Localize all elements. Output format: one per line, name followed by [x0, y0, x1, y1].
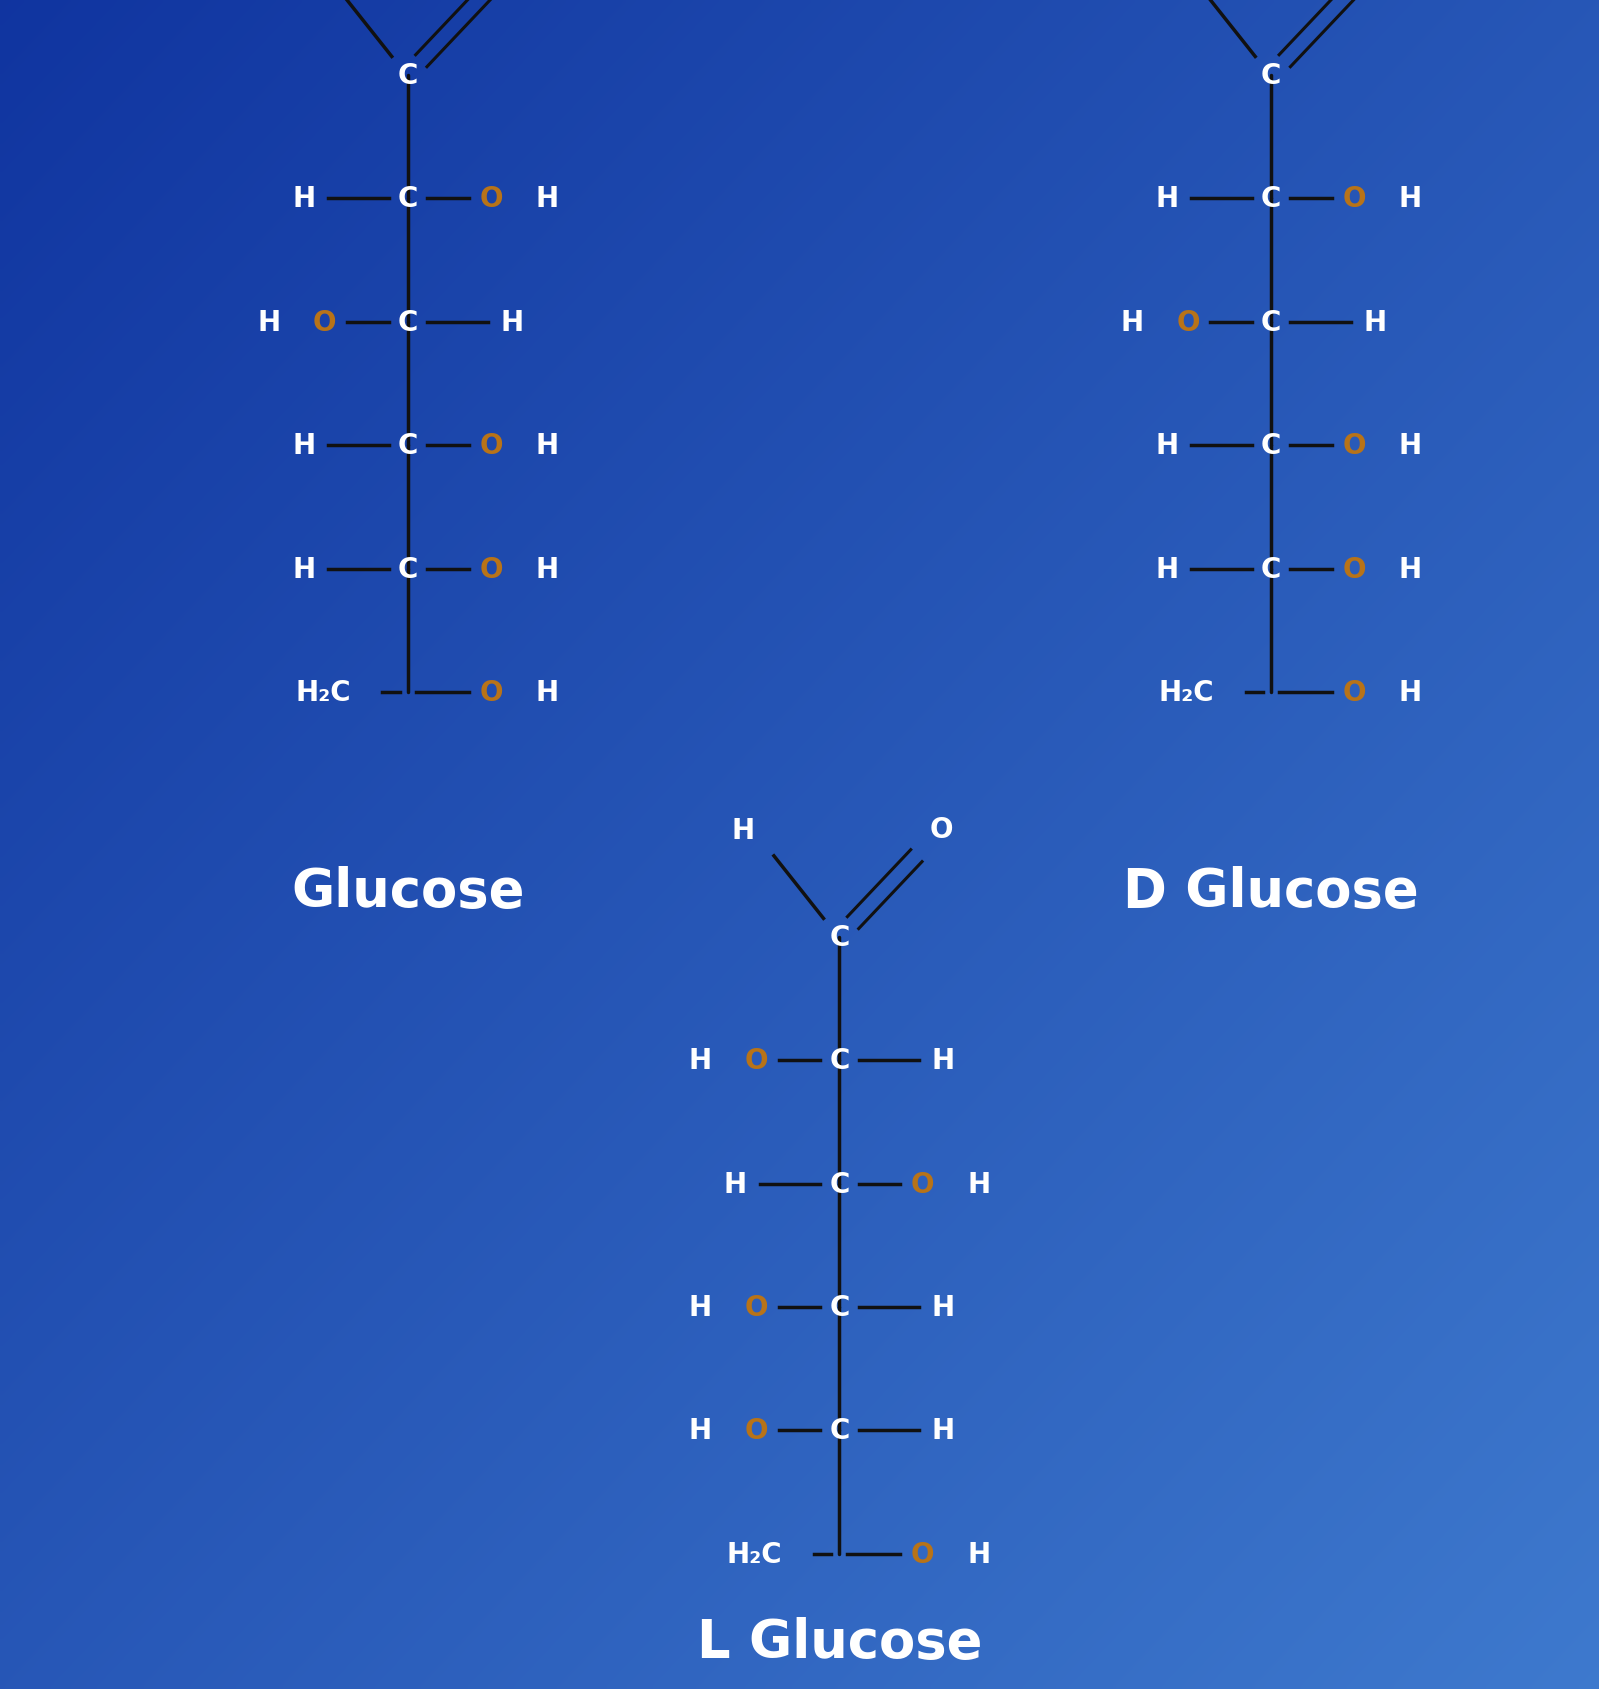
Text: C: C [1262, 62, 1281, 90]
Text: O: O [911, 1170, 934, 1198]
Text: C: C [830, 1047, 849, 1074]
Text: H: H [689, 1294, 712, 1321]
Text: H: H [732, 817, 755, 844]
Text: H: H [932, 1417, 955, 1444]
Text: H: H [536, 186, 558, 213]
Text: C: C [830, 1294, 849, 1321]
Text: H: H [932, 1294, 955, 1321]
Text: H: H [689, 1047, 712, 1074]
Text: H: H [293, 186, 315, 213]
Text: H: H [689, 1417, 712, 1444]
Text: H₂C: H₂C [1159, 679, 1214, 706]
Text: O: O [1343, 186, 1366, 213]
Text: H: H [1399, 679, 1422, 706]
Text: H: H [967, 1170, 990, 1198]
Text: H: H [967, 1540, 990, 1567]
Text: C: C [1262, 432, 1281, 459]
Text: C: C [830, 1417, 849, 1444]
Text: O: O [745, 1047, 768, 1074]
Text: H: H [1399, 432, 1422, 459]
Text: H: H [1156, 556, 1178, 583]
Text: H: H [1364, 309, 1386, 336]
Text: H: H [536, 556, 558, 583]
Text: C: C [830, 1170, 849, 1198]
Text: C: C [1262, 309, 1281, 336]
Text: O: O [480, 432, 502, 459]
Text: O: O [1343, 679, 1366, 706]
Text: C: C [1262, 556, 1281, 583]
Text: O: O [745, 1417, 768, 1444]
Text: H: H [536, 432, 558, 459]
Text: C: C [398, 556, 417, 583]
Text: H: H [293, 432, 315, 459]
Text: O: O [1343, 556, 1366, 583]
Text: H: H [724, 1170, 747, 1198]
Text: O: O [480, 679, 502, 706]
Text: H: H [1121, 309, 1143, 336]
Text: C: C [830, 924, 849, 951]
Text: H₂C: H₂C [296, 679, 350, 706]
Text: H₂C: H₂C [728, 1540, 782, 1567]
Text: C: C [398, 432, 417, 459]
Text: O: O [911, 1540, 934, 1567]
Text: H: H [293, 556, 315, 583]
Text: D Glucose: D Glucose [1124, 866, 1418, 917]
Text: H: H [1156, 432, 1178, 459]
Text: H: H [500, 309, 523, 336]
Text: O: O [931, 816, 953, 843]
Text: C: C [398, 186, 417, 213]
Text: O: O [480, 186, 502, 213]
Text: C: C [398, 309, 417, 336]
Text: O: O [745, 1294, 768, 1321]
Text: C: C [1262, 186, 1281, 213]
Text: H: H [1399, 556, 1422, 583]
Text: O: O [1343, 432, 1366, 459]
Text: H: H [536, 679, 558, 706]
Text: O: O [480, 556, 502, 583]
Text: Glucose: Glucose [291, 866, 524, 917]
Text: O: O [1177, 309, 1199, 336]
Text: H: H [257, 309, 280, 336]
Text: L Glucose: L Glucose [697, 1616, 982, 1667]
Text: H: H [932, 1047, 955, 1074]
Text: H: H [1399, 186, 1422, 213]
Text: O: O [313, 309, 336, 336]
Text: C: C [398, 62, 417, 90]
Text: H: H [1156, 186, 1178, 213]
